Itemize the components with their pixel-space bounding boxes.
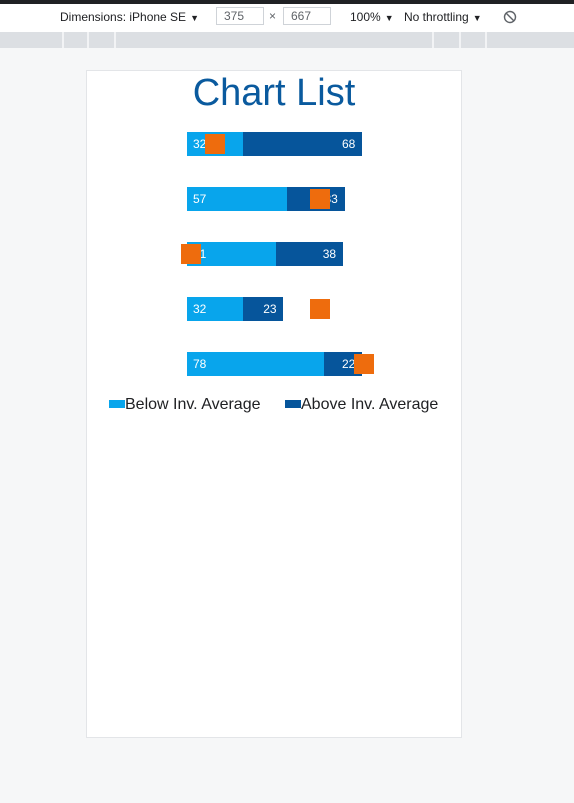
target-marker[interactable]: [310, 189, 330, 209]
times-symbol: ×: [269, 9, 276, 23]
zoom-label: 100%: [350, 10, 381, 24]
legend-swatch-above: [285, 400, 301, 408]
target-marker[interactable]: [181, 244, 201, 264]
data-label-below: 78: [193, 357, 206, 371]
rotate-icon[interactable]: [503, 10, 517, 24]
ruler-tick: [62, 32, 64, 48]
throttling-dropdown[interactable]: No throttling ▼: [404, 10, 482, 25]
target-marker[interactable]: [354, 354, 374, 374]
media-query-ruler: [0, 32, 574, 48]
ruler-tick: [87, 32, 89, 48]
chevron-down-icon: ▼: [473, 13, 482, 23]
legend-label-above: Above Inv. Average: [301, 396, 438, 413]
bar-segment-below[interactable]: [187, 352, 324, 376]
legend-item-below[interactable]: Below Inv. Average: [109, 396, 261, 414]
device-toolbar: Dimensions: iPhone SE ▼ 375 × 667 100% ▼ N…: [0, 4, 574, 33]
data-label-above: 38: [323, 247, 336, 261]
ruler-tick: [459, 32, 461, 48]
legend-label-below: Below Inv. Average: [125, 396, 261, 413]
width-input[interactable]: 375: [216, 7, 264, 25]
target-marker[interactable]: [310, 299, 330, 319]
height-input[interactable]: 667: [283, 7, 331, 25]
device-viewport: Chart List 32685733513832237822 Below In…: [86, 70, 462, 738]
throttling-label: No throttling: [404, 10, 469, 24]
ruler-tick: [485, 32, 487, 48]
data-label-above: 68: [342, 137, 355, 151]
data-label-below: 57: [193, 192, 206, 206]
legend-item-above[interactable]: Above Inv. Average: [285, 396, 438, 414]
chart-title: Chart List: [87, 71, 461, 115]
chevron-down-icon: ▼: [190, 13, 199, 23]
ruler-tick: [114, 32, 116, 48]
chevron-down-icon: ▼: [385, 13, 394, 23]
zoom-dropdown[interactable]: 100% ▼: [350, 10, 394, 25]
dimensions-dropdown[interactable]: Dimensions: iPhone SE ▼: [60, 10, 199, 25]
data-label-above: 23: [263, 302, 276, 316]
dimensions-label: Dimensions: iPhone SE: [60, 10, 186, 24]
legend-swatch-below: [109, 400, 125, 408]
ruler-tick: [432, 32, 434, 48]
data-label-below: 32: [193, 302, 206, 316]
target-marker[interactable]: [205, 134, 225, 154]
